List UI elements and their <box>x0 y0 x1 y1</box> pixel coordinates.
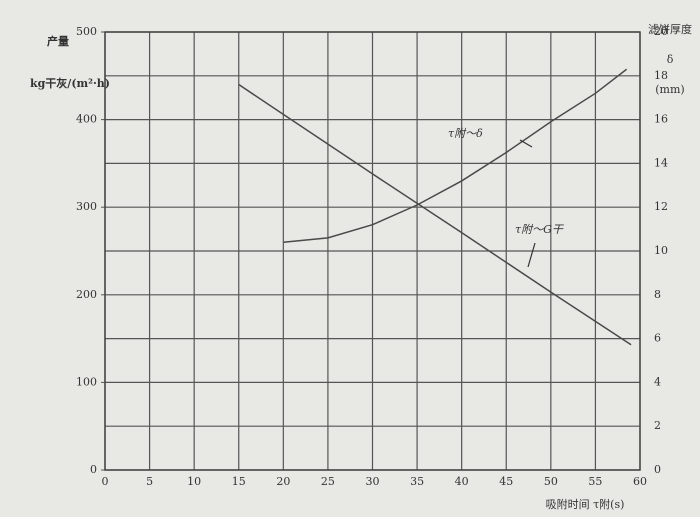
y2-tick-label: 2 <box>654 419 661 432</box>
y2-tick-label: 4 <box>654 375 661 388</box>
data-line <box>283 68 628 243</box>
x-tick-label: 45 <box>499 475 513 488</box>
x-tick-label: 0 <box>102 475 109 488</box>
x-tick-label: 20 <box>276 475 290 488</box>
y2-tick-label: 0 <box>654 463 661 476</box>
data-line <box>238 83 632 346</box>
x-tick-label: 15 <box>232 475 246 488</box>
y-tick-label: 200 <box>76 288 97 301</box>
y2-tick-label: 12 <box>654 200 668 213</box>
y2-tick-label: 8 <box>654 288 661 301</box>
y-tick-label: 100 <box>76 375 97 388</box>
x-tick-label: 30 <box>366 475 380 488</box>
y-tick-label: 500 <box>76 25 97 38</box>
x-tick-label: 10 <box>187 475 201 488</box>
y2-tick-label: 6 <box>654 332 661 345</box>
x-tick-label: 55 <box>588 475 602 488</box>
y2-axis-label: 滤饼厚度 <box>648 22 692 36</box>
y2-tick-label: 20 <box>654 25 668 38</box>
plot-frame <box>104 31 641 471</box>
y2-tick-label: 14 <box>654 156 668 169</box>
x-tick-label: 25 <box>321 475 335 488</box>
y2-tick-label: 18 <box>654 69 668 82</box>
x-tick-label: 50 <box>544 475 558 488</box>
y2-tick-label: 10 <box>654 244 668 257</box>
x-tick-label: 35 <box>410 475 424 488</box>
annotation: τ附～G干 <box>515 223 565 236</box>
annotation-arrow <box>527 242 536 268</box>
y-axis-label: kg干灰/(m²·h) <box>30 76 110 90</box>
y-axis-label: 产量 <box>47 34 69 48</box>
y-tick-label: 400 <box>76 113 97 126</box>
y2-axis-label: (mm) <box>655 83 684 96</box>
x-tick-label: 60 <box>633 475 647 488</box>
y-tick-label: 0 <box>90 463 97 476</box>
annotation: τ附～δ <box>448 127 483 140</box>
y-tick-label: 300 <box>76 200 97 213</box>
y2-tick-label: 16 <box>654 113 668 126</box>
y2-axis-label: δ <box>667 53 674 66</box>
annotation-arrow <box>519 139 533 148</box>
x-tick-label: 5 <box>146 475 153 488</box>
x-tick-label: 40 <box>455 475 469 488</box>
x-axis-label: 吸附时间 τ附(s) <box>546 497 625 511</box>
